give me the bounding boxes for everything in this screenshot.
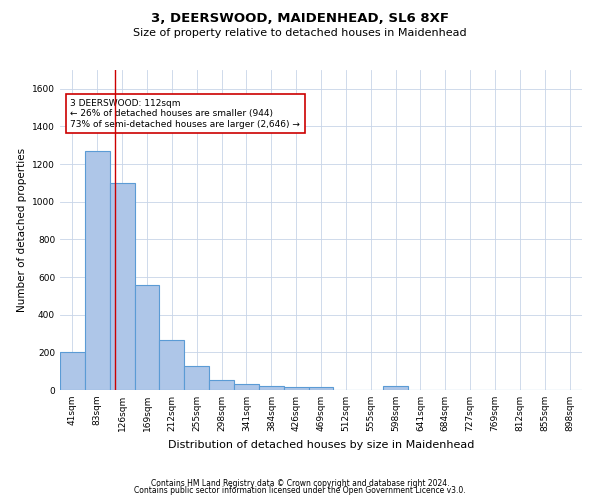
Bar <box>134 284 160 390</box>
Text: 3, DEERSWOOD, MAIDENHEAD, SL6 8XF: 3, DEERSWOOD, MAIDENHEAD, SL6 8XF <box>151 12 449 26</box>
Text: Contains public sector information licensed under the Open Government Licence v3: Contains public sector information licen… <box>134 486 466 495</box>
Bar <box>184 366 209 390</box>
Bar <box>160 340 184 390</box>
Bar <box>259 386 284 390</box>
Text: 3 DEERSWOOD: 112sqm
← 26% of detached houses are smaller (944)
73% of semi-detac: 3 DEERSWOOD: 112sqm ← 26% of detached ho… <box>70 99 301 128</box>
X-axis label: Distribution of detached houses by size in Maidenhead: Distribution of detached houses by size … <box>168 440 474 450</box>
Bar <box>234 384 259 390</box>
Bar <box>85 151 110 390</box>
Bar <box>60 352 85 390</box>
Y-axis label: Number of detached properties: Number of detached properties <box>17 148 26 312</box>
Bar <box>383 386 408 390</box>
Bar <box>110 183 134 390</box>
Bar <box>209 380 234 390</box>
Bar <box>284 387 308 390</box>
Text: Contains HM Land Registry data © Crown copyright and database right 2024.: Contains HM Land Registry data © Crown c… <box>151 478 449 488</box>
Text: Size of property relative to detached houses in Maidenhead: Size of property relative to detached ho… <box>133 28 467 38</box>
Bar <box>308 387 334 390</box>
